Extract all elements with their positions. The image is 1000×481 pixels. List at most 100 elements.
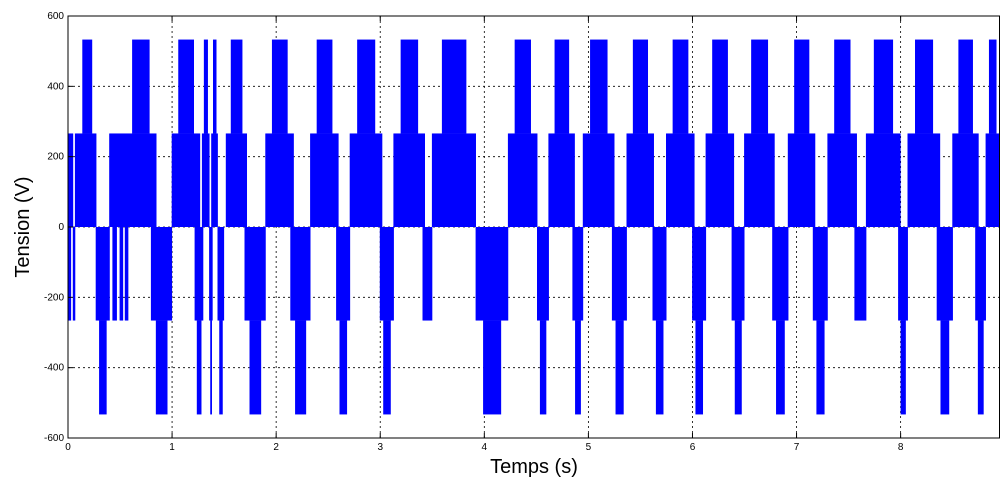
negative-burst-comb bbox=[336, 227, 351, 321]
positive-burst-band bbox=[202, 133, 210, 227]
negative-burst-band bbox=[125, 227, 129, 321]
negative-burst-band bbox=[209, 227, 213, 321]
negative-burst-peak bbox=[196, 320, 202, 415]
x-axis-ticks: 0 1 2 3 4 5 6 7 8 bbox=[65, 16, 904, 453]
negative-burst-peak bbox=[734, 320, 742, 415]
negative-burst-band bbox=[572, 227, 584, 321]
negative-burst-comb bbox=[975, 227, 985, 321]
positive-burst-band bbox=[866, 133, 901, 227]
negative-burst-comb bbox=[209, 227, 213, 321]
negative-burst-band bbox=[290, 227, 311, 321]
negative-burst-comb bbox=[652, 227, 667, 321]
positive-burst-peak bbox=[632, 39, 649, 134]
positive-pulse-burst bbox=[78, 39, 97, 227]
y-axis-ticks: -600 -400 -200 0 200 400 600 bbox=[44, 11, 73, 444]
positive-burst-peak bbox=[132, 39, 150, 134]
negative-burst-comb bbox=[95, 227, 110, 321]
negative-burst-comb bbox=[290, 227, 309, 321]
x-tick-label: 5 bbox=[586, 442, 592, 453]
negative-burst-comb bbox=[611, 227, 626, 321]
positive-burst-band bbox=[75, 133, 79, 227]
positive-pulse-burst bbox=[109, 133, 126, 227]
x-tick-label: 6 bbox=[690, 442, 696, 453]
negative-burst-band bbox=[120, 227, 124, 321]
positive-pulse-burst bbox=[548, 39, 575, 227]
negative-burst-peak bbox=[539, 320, 547, 415]
negative-burst-comb bbox=[379, 227, 394, 321]
positive-burst-peak bbox=[794, 39, 810, 134]
positive-burst-peak bbox=[590, 39, 608, 134]
x-tick-label: 7 bbox=[794, 442, 800, 453]
positive-pulse-burst bbox=[985, 39, 1000, 227]
positive-burst-peak bbox=[514, 39, 531, 134]
negative-burst-comb bbox=[422, 227, 433, 321]
positive-pulse-burst bbox=[225, 39, 248, 227]
negative-burst-band bbox=[537, 227, 549, 321]
positive-burst-comb bbox=[74, 133, 78, 227]
negative-burst-peak bbox=[940, 320, 950, 415]
positive-burst-comb bbox=[211, 133, 217, 227]
y-tick-label: 0 bbox=[58, 222, 64, 233]
positive-burst-peak bbox=[203, 39, 208, 134]
negative-pulse-burst bbox=[290, 227, 311, 415]
positive-pulse-burst bbox=[349, 39, 383, 227]
positive-burst-comb bbox=[225, 133, 247, 227]
positive-pulse-burst bbox=[744, 39, 775, 227]
positive-burst-comb bbox=[431, 133, 475, 227]
negative-burst-peak bbox=[219, 320, 223, 415]
positive-burst-band bbox=[907, 133, 941, 227]
negative-burst-peak bbox=[615, 320, 624, 415]
negative-pulse-burst bbox=[572, 227, 584, 415]
negative-burst-peak bbox=[816, 320, 825, 415]
positive-burst-peak bbox=[672, 39, 689, 134]
negative-burst-band bbox=[475, 227, 509, 321]
positive-pulse-burst bbox=[431, 39, 476, 227]
negative-burst-peak bbox=[295, 320, 307, 415]
negative-burst-peak bbox=[210, 320, 212, 415]
positive-burst-comb bbox=[827, 133, 857, 227]
positive-burst-peak bbox=[357, 39, 376, 134]
positive-pulse-burst bbox=[201, 39, 210, 227]
positive-burst-comb bbox=[265, 133, 293, 227]
positive-burst-peak bbox=[213, 39, 217, 134]
positive-pulse-burst bbox=[705, 39, 735, 227]
negative-pulse-burst bbox=[854, 227, 867, 321]
positive-pulse-burst bbox=[666, 39, 695, 227]
y-tick-label: 600 bbox=[47, 11, 64, 22]
negative-pulse-burst bbox=[936, 227, 953, 415]
positive-burst-band bbox=[109, 133, 126, 227]
x-tick-label: 8 bbox=[898, 442, 904, 453]
x-axis-label: Temps (s) bbox=[490, 456, 578, 478]
positive-burst-comb bbox=[109, 133, 126, 227]
positive-burst-comb bbox=[907, 133, 940, 227]
positive-pulse-burst bbox=[74, 133, 79, 227]
positive-burst-peak bbox=[316, 39, 333, 134]
negative-pulse-burst bbox=[209, 227, 213, 415]
negative-burst-peak bbox=[575, 320, 581, 415]
positive-burst-peak bbox=[82, 39, 93, 134]
positive-burst-comb bbox=[171, 133, 199, 227]
positive-burst-peak bbox=[230, 39, 243, 134]
negative-burst-comb bbox=[772, 227, 789, 321]
negative-burst-peak bbox=[776, 320, 785, 415]
negative-burst-comb bbox=[812, 227, 827, 321]
y-axis-label: Tension (V) bbox=[12, 176, 34, 277]
positive-burst-comb bbox=[78, 133, 97, 227]
negative-burst-comb bbox=[112, 227, 116, 321]
negative-burst-band bbox=[937, 227, 953, 321]
positive-burst-comb bbox=[705, 133, 733, 227]
negative-pulse-burst bbox=[112, 227, 117, 321]
positive-burst-comb bbox=[865, 133, 900, 227]
negative-burst-comb bbox=[194, 227, 202, 321]
negative-burst-band bbox=[73, 227, 76, 321]
negative-burst-comb bbox=[854, 227, 867, 321]
positive-burst-comb bbox=[666, 133, 694, 227]
negative-pulse-burst bbox=[475, 227, 509, 415]
positive-pulse-burst bbox=[626, 39, 654, 227]
positive-burst-comb bbox=[787, 133, 815, 227]
negative-pulse-burst bbox=[772, 227, 789, 415]
negative-pulse-burst bbox=[95, 227, 110, 415]
positive-burst-peak bbox=[271, 39, 288, 134]
negative-burst-band bbox=[975, 227, 986, 321]
